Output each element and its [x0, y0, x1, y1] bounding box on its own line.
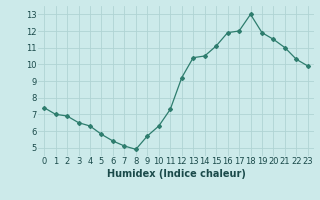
- X-axis label: Humidex (Indice chaleur): Humidex (Indice chaleur): [107, 169, 245, 179]
